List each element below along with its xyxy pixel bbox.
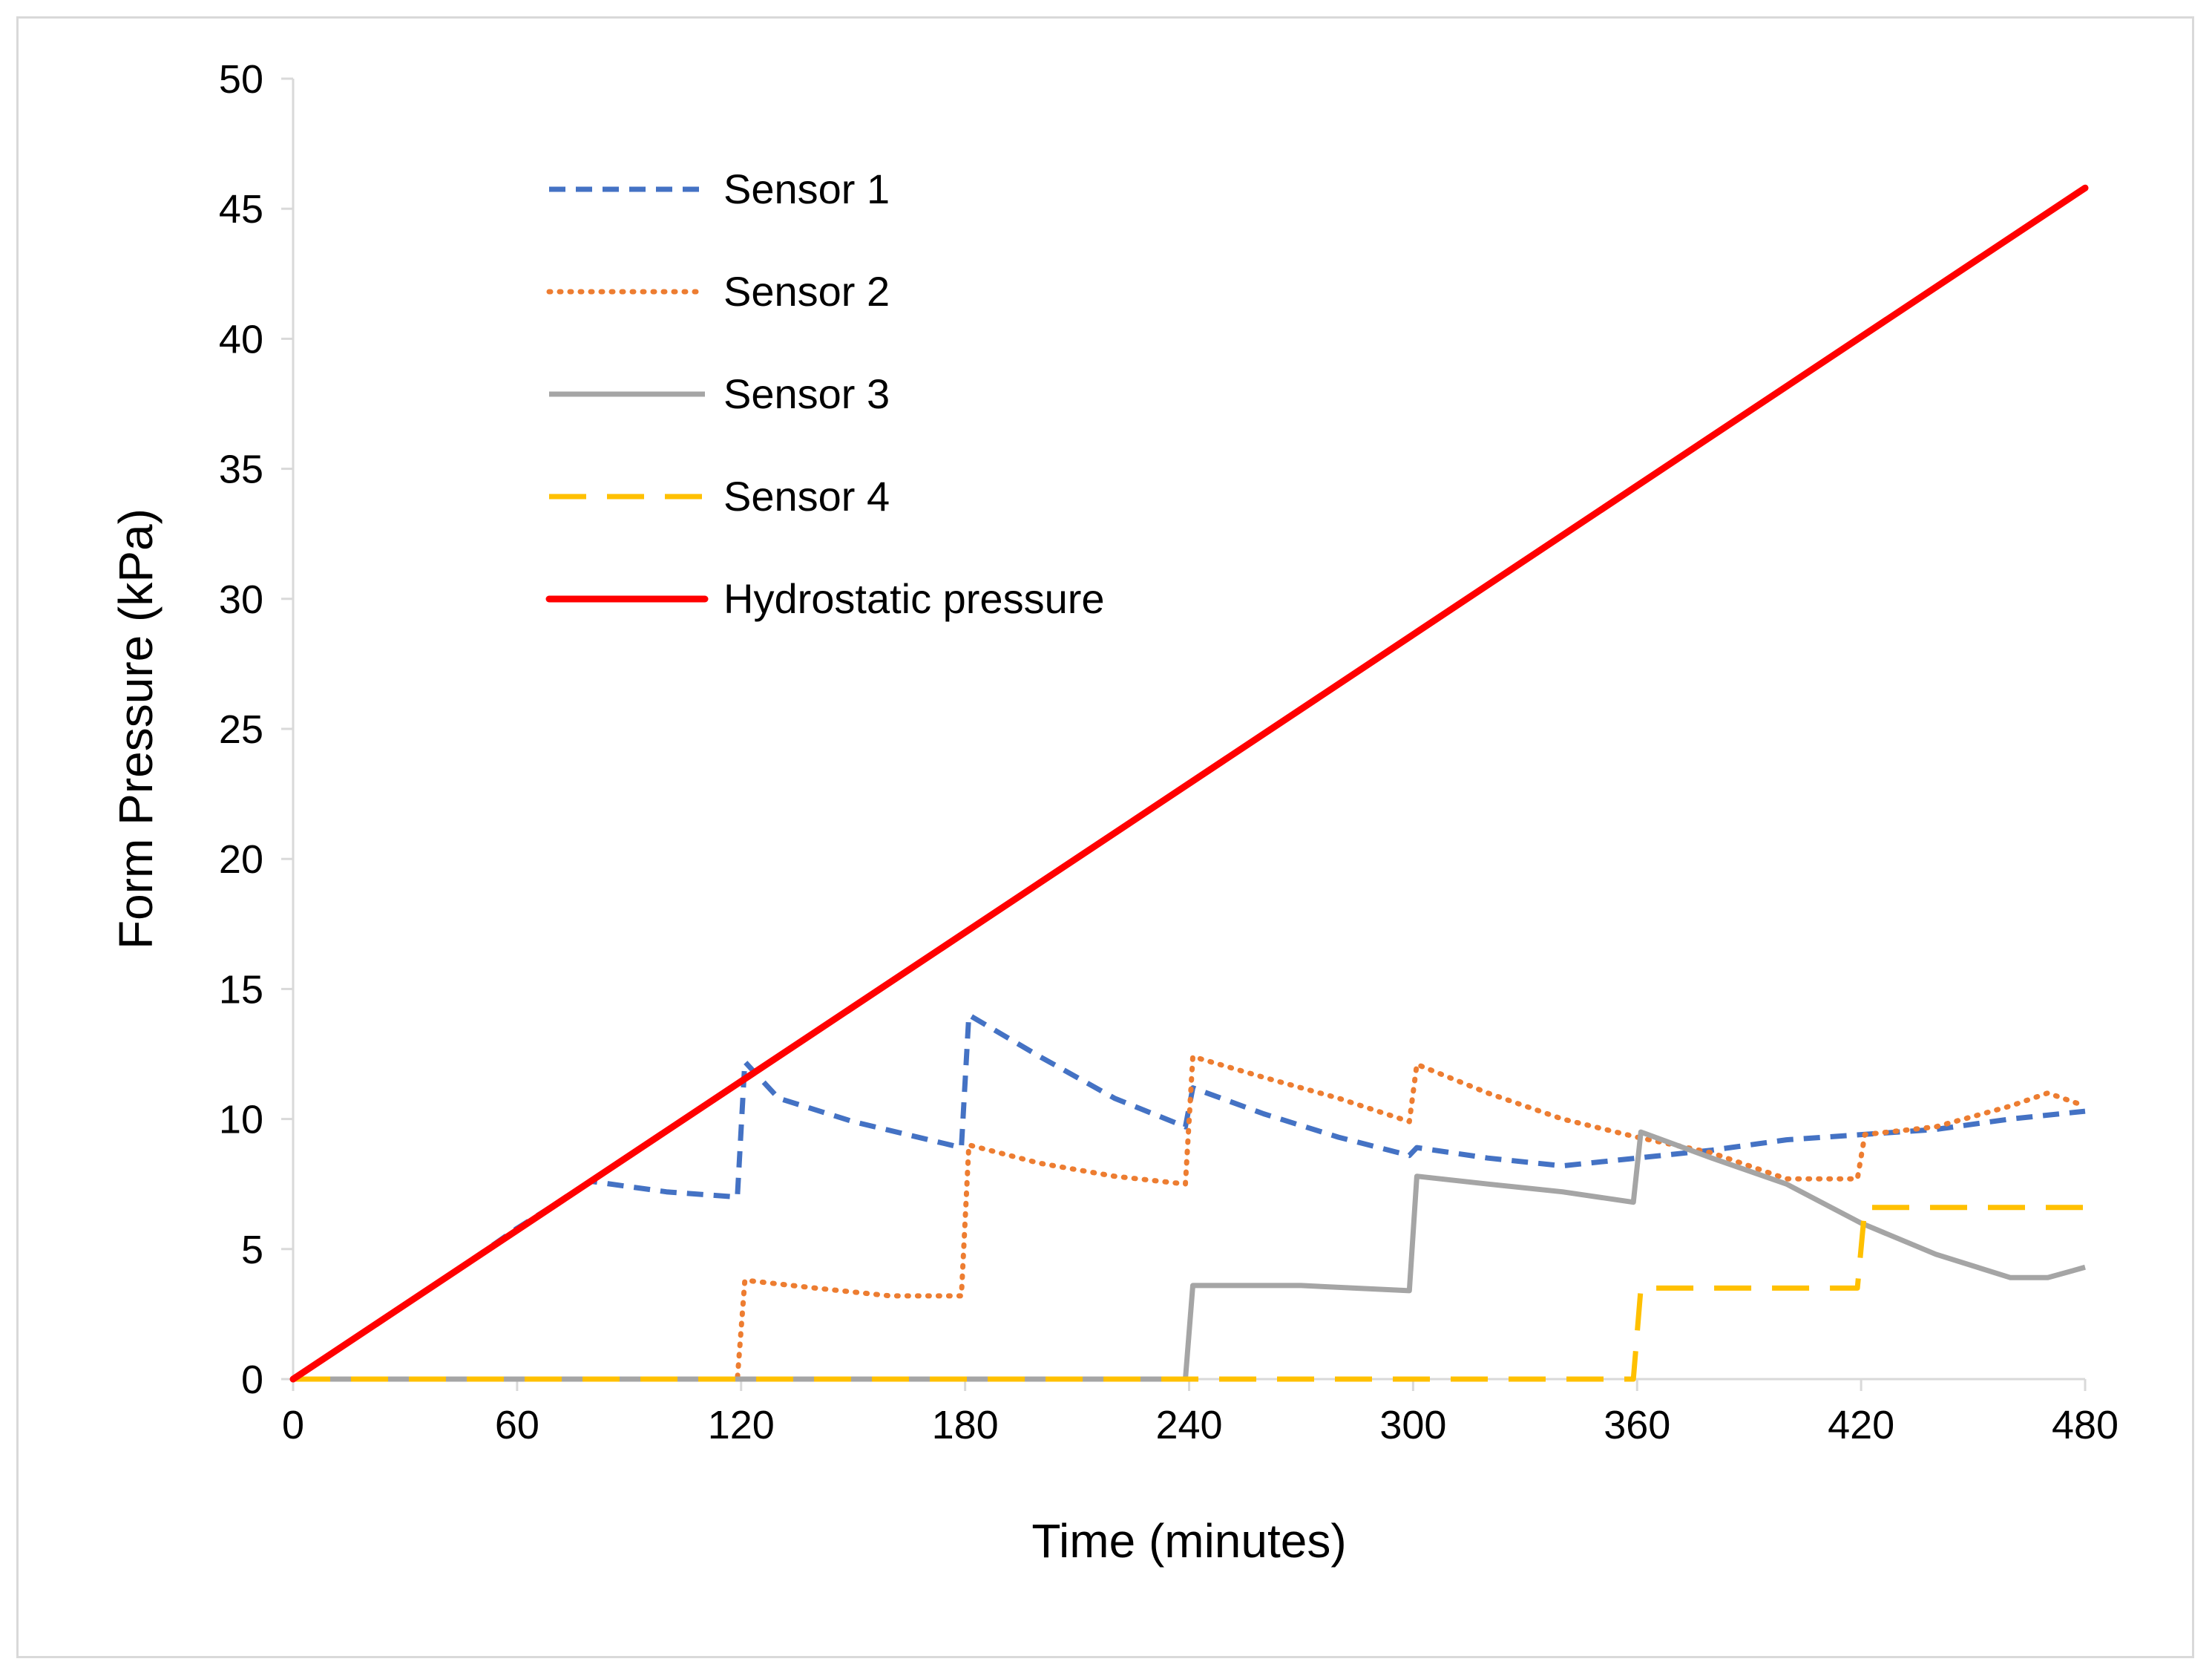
series-line-sensor-4 — [293, 1205, 2085, 1382]
legend-item: Sensor 4 — [549, 473, 890, 520]
x-tick-label: 240 — [1155, 1403, 1222, 1447]
x-tick-label: 480 — [2052, 1403, 2119, 1447]
axes — [292, 79, 2085, 1381]
x-tick-label: 0 — [282, 1403, 304, 1447]
x-axis-ticks: 0 60 120 180 240 300 360 420 480 — [282, 1379, 2119, 1447]
legend-item: Sensor 3 — [549, 370, 890, 417]
x-tick-label: 420 — [1828, 1403, 1894, 1447]
series-line-sensor-2 — [290, 1054, 2088, 1382]
x-tick-label: 180 — [932, 1403, 999, 1447]
series-line-hydrostatic-pressure — [289, 184, 2089, 1383]
legend-item: Sensor 1 — [549, 166, 890, 212]
y-tick-label: 20 — [219, 837, 263, 882]
legend-item: Sensor 2 — [546, 268, 890, 315]
y-axis-title: Form Pressure (kPa) — [109, 508, 163, 949]
legend-label: Sensor 1 — [723, 166, 890, 212]
y-tick-label: 30 — [219, 577, 263, 622]
y-tick-label: 15 — [219, 967, 263, 1012]
series-layer — [289, 184, 2089, 1383]
y-tick-label: 35 — [219, 448, 263, 492]
y-tick-label: 25 — [219, 707, 263, 752]
y-tick-label: 50 — [219, 57, 263, 102]
legend-label: Hydrostatic pressure — [723, 575, 1105, 622]
y-axis-ticks: 0 5 10 15 20 25 30 35 40 45 50 — [219, 57, 293, 1402]
series-line-sensor-1 — [292, 1012, 2086, 1381]
legend-label: Sensor 3 — [723, 370, 890, 417]
legend-item: Hydrostatic pressure — [545, 575, 1105, 622]
x-tick-label: 300 — [1379, 1403, 1446, 1447]
x-tick-label: 120 — [708, 1403, 775, 1447]
legend-label: Sensor 4 — [723, 473, 890, 520]
y-tick-label: 45 — [219, 187, 263, 232]
legend: Sensor 1 Sensor 2 Sensor 3 Sensor 4 Hydrosta… — [545, 166, 1105, 622]
series-line-sensor-3 — [293, 1129, 2086, 1382]
legend-label: Sensor 2 — [723, 268, 890, 315]
y-tick-label: 40 — [219, 317, 263, 361]
x-tick-label: 360 — [1604, 1403, 1670, 1447]
x-tick-label: 60 — [495, 1403, 539, 1447]
y-tick-label: 10 — [219, 1098, 263, 1142]
y-tick-label: 5 — [241, 1228, 263, 1272]
y-tick-label: 0 — [241, 1358, 263, 1402]
x-axis-title: Time (minutes) — [1031, 1514, 1346, 1568]
